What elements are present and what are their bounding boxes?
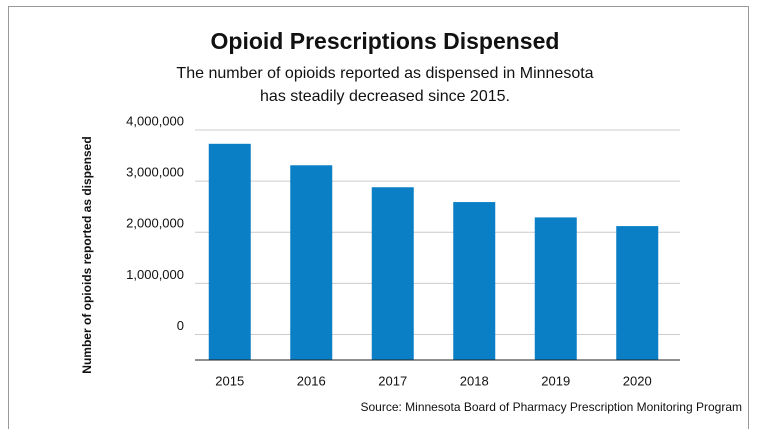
x-tick-label: 2015 (215, 373, 244, 388)
y-tick-label: 3,000,000 (126, 165, 184, 180)
x-tick-label: 2020 (623, 373, 652, 388)
subtitle: The number of opioids reported as dispen… (176, 65, 593, 82)
bar (208, 143, 251, 360)
source: Source: Minnesota Board of Pharmacy Pres… (360, 400, 742, 414)
x-tick-label: 2019 (541, 373, 570, 388)
bar (371, 187, 414, 360)
bar (453, 202, 496, 360)
frame (8, 6, 749, 429)
y-axis-label: Number of opioids reported as dispensed (80, 136, 94, 373)
subtitle: has steadily decreased since 2015. (260, 88, 510, 105)
y-tick-label: 0 (177, 318, 184, 333)
chart-title: Opioid Prescriptions Dispensed (211, 28, 560, 54)
y-tick-label: 4,000,000 (126, 113, 184, 128)
y-tick-label: 2,000,000 (126, 216, 184, 231)
x-tick-label: 2016 (297, 373, 326, 388)
bar (616, 226, 659, 360)
x-tick-label: 2018 (460, 373, 489, 388)
y-tick-label: 1,000,000 (126, 267, 184, 282)
bar (534, 217, 577, 360)
bar (290, 165, 333, 360)
x-tick-label: 2017 (378, 373, 407, 388)
